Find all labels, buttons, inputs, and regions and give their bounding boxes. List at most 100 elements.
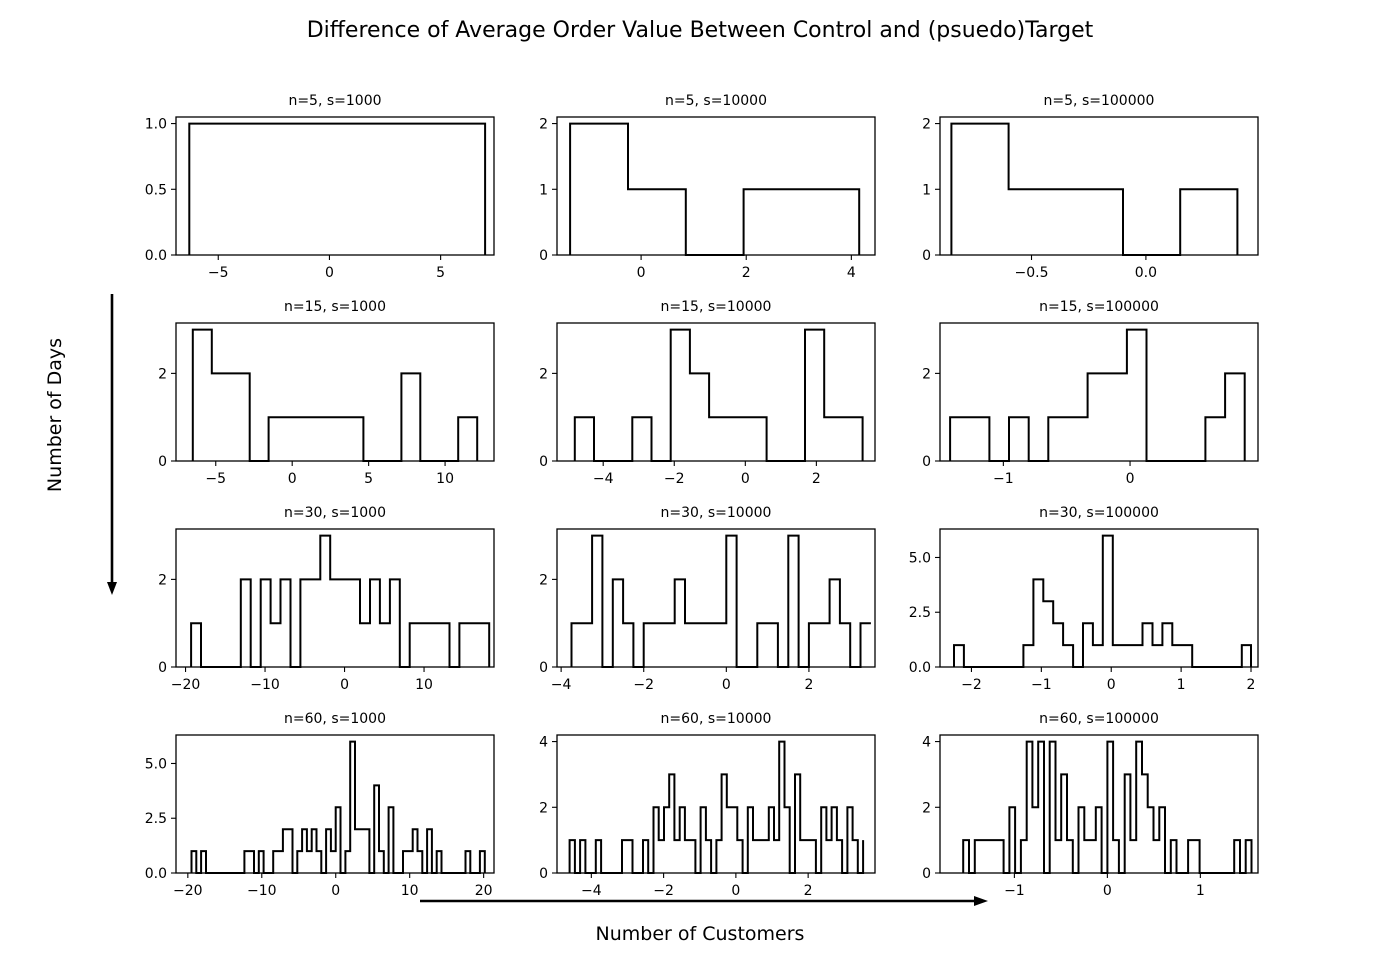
histogram-panel: n=30, s=100000 −2 −1 0 1 2 0.0 2.5 5.0 — [909, 505, 1259, 693]
x-tick-label: 0 — [731, 883, 740, 899]
x-tick-label: 1 — [1177, 677, 1186, 693]
plot-frame — [556, 116, 876, 256]
panel-title: n=60, s=1000 — [284, 711, 386, 727]
y-tick-label: 0 — [539, 248, 548, 264]
y-tick-label: 0 — [922, 454, 931, 470]
y-tick-label: 0 — [158, 454, 167, 470]
x-tick-label: −20 — [171, 677, 201, 693]
plot-frame — [556, 322, 876, 462]
y-tick-label: 0 — [922, 866, 931, 882]
panel-title: n=5, s=10000 — [665, 93, 767, 109]
panel-title: n=15, s=10000 — [661, 299, 772, 315]
y-tick-label: 5.0 — [145, 756, 167, 772]
histogram-panel: n=15, s=10000 −4 −2 0 2 0 2 — [539, 299, 876, 487]
panel-title: n=5, s=1000 — [288, 93, 381, 109]
figure-title: Difference of Average Order Value Betwee… — [307, 18, 1094, 43]
histogram-panel: n=5, s=100000 −0.5 0.0 0 1 2 — [922, 93, 1259, 281]
x-tick-label: 1 — [1196, 883, 1205, 899]
x-tick-label: 0 — [325, 265, 334, 281]
histogram-panel: n=5, s=10000 0 2 4 0 1 2 — [539, 93, 876, 281]
histogram-panel: n=60, s=100000 −1 0 1 0 2 4 — [922, 711, 1259, 899]
y-tick-label: 2.5 — [145, 811, 167, 827]
y-tick-label: 0.0 — [909, 660, 931, 676]
x-tick-label: −2 — [664, 471, 685, 487]
x-tick-label: 5 — [364, 471, 373, 487]
plot-frame — [939, 116, 1259, 256]
x-tick-label: 0 — [722, 677, 731, 693]
histogram-series — [569, 122, 861, 256]
y-tick-label: 0 — [539, 454, 548, 470]
x-tick-label: −20 — [173, 883, 203, 899]
y-tick-label: 0 — [539, 866, 548, 882]
x-tick-label: −0.5 — [1015, 265, 1049, 281]
histogram-panel: n=60, s=10000 −4 −2 0 2 0 2 4 — [539, 711, 876, 899]
x-tick-label: 2 — [742, 265, 751, 281]
x-tick-label: 10 — [415, 677, 433, 693]
y-tick-label: 0.0 — [145, 248, 167, 264]
x-tick-label: −2 — [633, 677, 654, 693]
plot-frame — [939, 734, 1259, 874]
y-tick-label: 2 — [539, 366, 548, 382]
x-tick-label: 5 — [436, 265, 445, 281]
x-tick-label: 0 — [1126, 471, 1135, 487]
y-tick-label: 0.0 — [145, 866, 167, 882]
plot-frame — [939, 528, 1259, 668]
x-tick-label: 0 — [340, 677, 349, 693]
x-tick-label: −10 — [250, 677, 280, 693]
y-tick-label: 2.5 — [909, 605, 931, 621]
x-tick-label: −2 — [961, 677, 982, 693]
x-tick-label: 2 — [804, 677, 813, 693]
y-tick-label: 2 — [922, 366, 931, 382]
y-tick-label: 0 — [922, 248, 931, 264]
y-tick-label: 1 — [539, 182, 548, 198]
x-tick-label: 0 — [637, 265, 646, 281]
x-tick-label: 0 — [288, 471, 297, 487]
panel-title: n=5, s=100000 — [1044, 93, 1155, 109]
x-tick-label: −4 — [581, 883, 602, 899]
y-tick-label: 0 — [539, 660, 548, 676]
x-tick-label: −1 — [993, 471, 1014, 487]
plot-frame — [939, 322, 1259, 462]
x-tick-label: −1 — [1004, 883, 1025, 899]
histogram-series — [950, 122, 1239, 256]
panel-title: n=60, s=100000 — [1039, 711, 1159, 727]
y-tick-label: 0 — [158, 660, 167, 676]
histogram-panel: n=60, s=1000 −20 −10 0 10 20 0.0 2.5 5.0 — [145, 711, 495, 899]
y-axis-arrow-head — [107, 582, 117, 595]
x-tick-label: −4 — [593, 471, 614, 487]
x-tick-label: −5 — [205, 471, 226, 487]
x-tick-label: 2 — [804, 883, 813, 899]
x-tick-label: −5 — [208, 265, 229, 281]
x-tick-label: −10 — [247, 883, 277, 899]
panel-title: n=30, s=10000 — [661, 505, 772, 521]
y-tick-label: 2 — [539, 800, 548, 816]
histogram-panel: n=15, s=100000 −1 0 0 2 — [922, 299, 1259, 487]
histogram-series — [949, 328, 1246, 462]
y-tick-label: 4 — [539, 735, 548, 751]
x-tick-label: 0.0 — [1135, 265, 1157, 281]
panel-title: n=15, s=100000 — [1039, 299, 1159, 315]
plot-frame — [556, 734, 876, 874]
plot-frame — [175, 528, 495, 668]
histogram-panel: n=15, s=1000 −5 0 5 10 0 2 — [158, 299, 495, 487]
x-tick-label: 4 — [847, 265, 856, 281]
histogram-series — [962, 740, 1253, 874]
histogram-series — [190, 534, 491, 668]
panel-title: n=15, s=1000 — [284, 299, 386, 315]
y-tick-label: 4 — [922, 735, 931, 751]
y-tick-label: 1 — [922, 182, 931, 198]
y-tick-label: 0.5 — [145, 182, 167, 198]
histogram-series — [570, 534, 871, 668]
plot-frame — [175, 116, 495, 256]
panel-title: n=30, s=100000 — [1039, 505, 1159, 521]
x-tick-label: 20 — [475, 883, 493, 899]
histogram-panel: n=30, s=10000 −4 −2 0 2 0 2 — [539, 505, 876, 693]
x-tick-label: 10 — [401, 883, 419, 899]
x-tick-label: 2 — [1247, 677, 1256, 693]
x-tick-label: −4 — [551, 677, 572, 693]
histogram-series — [573, 328, 864, 462]
x-axis-arrow-head — [974, 896, 988, 906]
y-axis-label: Number of Days — [44, 338, 66, 492]
panel-title: n=60, s=10000 — [661, 711, 772, 727]
